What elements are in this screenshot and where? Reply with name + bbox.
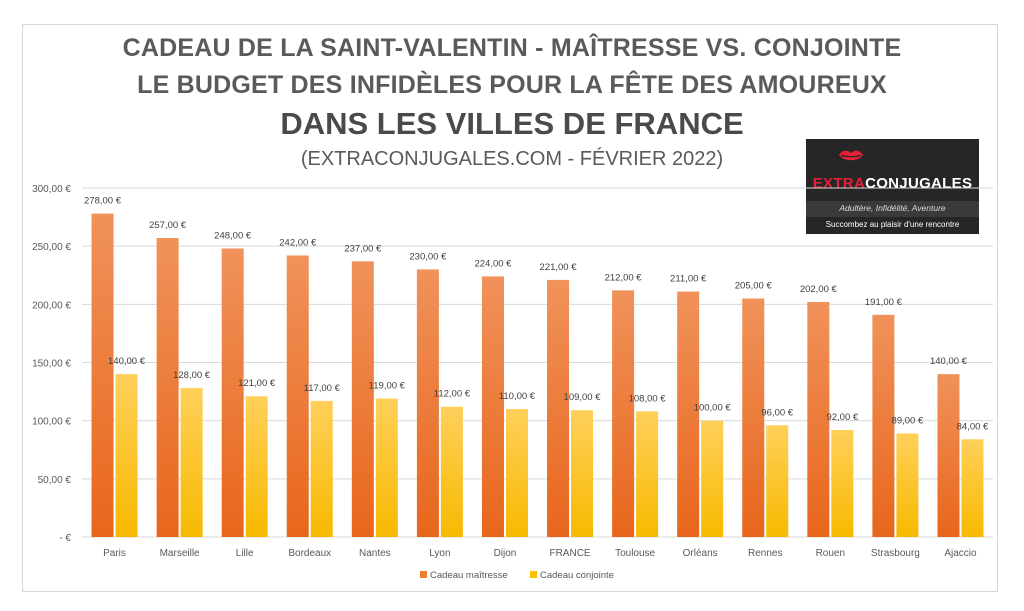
- bar-conjointe: [310, 400, 333, 537]
- data-label: 84,00 €: [957, 421, 989, 432]
- data-label: 202,00 €: [800, 284, 838, 295]
- bar-maitresse: [742, 298, 765, 537]
- data-label: 117,00 €: [304, 383, 341, 394]
- bar-conjointe: [440, 406, 463, 537]
- data-label: 278,00 €: [84, 196, 122, 207]
- bar-conjointe: [766, 425, 789, 537]
- legend-swatch: [420, 571, 427, 578]
- x-tick-label: Rouen: [816, 548, 845, 559]
- chart-title-line-2: LE BUDGET DES INFIDÈLES POUR LA FÊTE DES…: [137, 71, 887, 99]
- x-tick-label: Orléans: [683, 548, 718, 559]
- data-label: 112,00 €: [434, 389, 471, 400]
- x-tick-label: Ajaccio: [944, 548, 977, 559]
- bar-maitresse: [937, 374, 960, 537]
- y-tick-label: 150,00 €: [32, 359, 71, 370]
- bar-maitresse: [351, 261, 374, 537]
- data-label: 110,00 €: [499, 391, 536, 402]
- x-tick-label: Bordeaux: [288, 548, 331, 559]
- data-label: 121,00 €: [238, 378, 276, 389]
- bar-conjointe: [961, 439, 984, 537]
- bar-maitresse: [612, 290, 635, 537]
- bar-conjointe: [571, 410, 594, 537]
- y-axis-ticks: - € 50,00 € 100,00 € 150,00 € 200,00 € 250,00…: [32, 184, 71, 544]
- lips-icon: [839, 150, 863, 161]
- data-label: 108,00 €: [629, 393, 667, 404]
- legend-label: Cadeau conjointe: [540, 570, 614, 581]
- bar-conjointe: [896, 433, 919, 537]
- data-label: 100,00 €: [694, 403, 732, 414]
- x-tick-label: Nantes: [359, 548, 391, 559]
- bar-maitresse: [286, 255, 309, 537]
- x-tick-label: Lille: [236, 548, 254, 559]
- bar-maitresse: [221, 248, 244, 537]
- bar-maitresse: [416, 269, 439, 537]
- data-label: 89,00 €: [892, 415, 924, 426]
- data-label: 224,00 €: [474, 258, 512, 269]
- bar-maitresse: [677, 291, 700, 537]
- data-label: 191,00 €: [865, 297, 903, 308]
- bar-conjointe: [701, 420, 724, 537]
- data-label: 92,00 €: [826, 412, 858, 423]
- y-tick-label: 100,00 €: [32, 417, 71, 428]
- y-tick-label: 250,00 €: [32, 242, 71, 253]
- bar-conjointe: [115, 374, 138, 537]
- data-label: 242,00 €: [279, 237, 317, 248]
- bar-conjointe: [505, 409, 528, 537]
- data-label: 257,00 €: [149, 220, 187, 231]
- y-tick-label: 200,00 €: [32, 300, 71, 311]
- x-tick-label: Paris: [103, 548, 126, 559]
- bar-maitresse: [547, 279, 570, 537]
- data-label: 211,00 €: [670, 274, 707, 285]
- data-label: 248,00 €: [214, 230, 252, 241]
- chart-subtitle: (EXTRACONJUGALES.COM - FÉVRIER 2022): [300, 148, 724, 170]
- data-label: 140,00 €: [108, 356, 146, 367]
- x-tick-label: Dijon: [494, 548, 517, 559]
- chart-title-line-3: DANS LES VILLES DE FRANCE: [280, 106, 744, 141]
- data-label: 119,00 €: [369, 381, 406, 392]
- bar-conjointe: [375, 398, 398, 537]
- x-tick-label: Toulouse: [615, 548, 655, 559]
- bar-conjointe: [245, 396, 268, 537]
- x-tick-label: Marseille: [160, 548, 200, 559]
- data-label: 212,00 €: [605, 272, 643, 283]
- data-label: 230,00 €: [409, 251, 447, 262]
- y-tick-label: 50,00 €: [38, 475, 72, 486]
- data-label: 205,00 €: [735, 281, 773, 292]
- x-axis-ticks: Paris Marseille Lille Bordeaux Nantes Lyon Dij…: [103, 548, 977, 559]
- bar-conjointe: [831, 429, 854, 537]
- logo-tagline: Adultère, Infidélité, Aventure: [839, 203, 946, 213]
- logo-subtitle: Succombez au plaisir d'une rencontre: [825, 220, 960, 229]
- data-label: 140,00 €: [930, 356, 968, 367]
- x-tick-label: Strasbourg: [871, 548, 920, 559]
- logo-band: [806, 201, 979, 217]
- x-tick-label: FRANCE: [549, 548, 590, 559]
- data-label: 237,00 €: [344, 243, 382, 254]
- data-label: 128,00 €: [173, 370, 211, 381]
- y-tick-label: 300,00 €: [32, 184, 71, 195]
- bar-maitresse: [872, 314, 895, 537]
- legend: Cadeau maîtresse Cadeau conjointe: [420, 570, 614, 581]
- bars: [91, 213, 984, 538]
- y-tick-label: - €: [59, 533, 71, 544]
- data-label: 109,00 €: [564, 392, 602, 403]
- chart-title-line-1: CADEAU DE LA SAINT-VALENTIN - MAÎTRESSE …: [122, 34, 902, 62]
- bar-maitresse: [91, 213, 114, 538]
- legend-swatch: [530, 571, 537, 578]
- x-tick-label: Lyon: [429, 548, 450, 559]
- data-labels: 278,00 € 140,00 € 257,00 € 128,00 € 248,00 €…: [84, 196, 989, 433]
- bar-maitresse: [156, 238, 179, 538]
- bar-conjointe: [636, 411, 659, 537]
- legend-label: Cadeau maîtresse: [430, 570, 508, 581]
- x-tick-label: Rennes: [748, 548, 782, 559]
- bar-conjointe: [180, 388, 203, 537]
- data-label: 96,00 €: [761, 407, 793, 418]
- bar-maitresse: [481, 276, 504, 537]
- data-label: 221,00 €: [540, 262, 578, 273]
- bar-maitresse: [807, 302, 830, 537]
